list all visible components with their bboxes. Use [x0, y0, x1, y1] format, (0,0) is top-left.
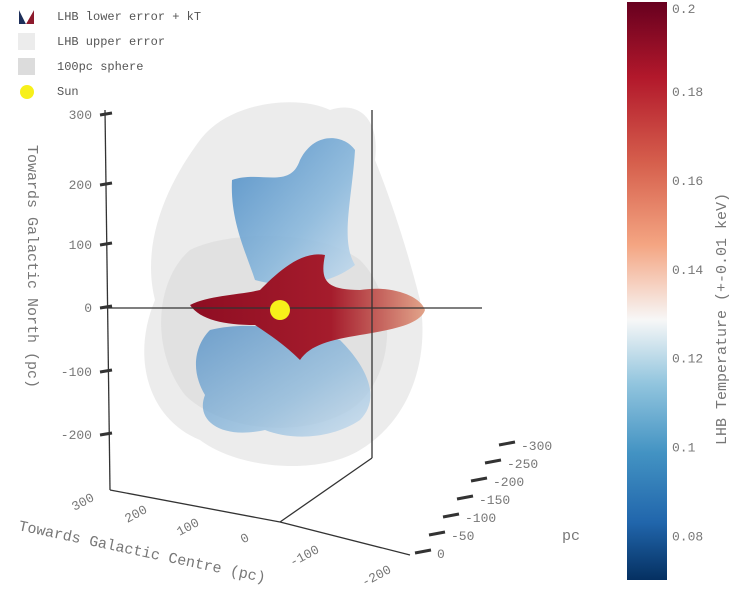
sun-marker-icon	[20, 84, 34, 99]
colorbar-title: LHB Temperature (+-0.01 keV)	[714, 193, 731, 445]
colorbar	[627, 2, 667, 580]
x-tick-label: -100	[287, 542, 322, 570]
legend-item-lhb-lower[interactable]: LHB lower error + kT	[18, 4, 201, 29]
z-axis-title: Towards Galactic North (pc)	[23, 145, 40, 388]
sun-marker[interactable]	[270, 300, 290, 320]
colorbar-tick-label: 0.2	[672, 2, 695, 17]
x-tick-label: 200	[122, 502, 150, 526]
x-tick-label: -200	[359, 562, 394, 590]
lhb-surface-upper-lobe	[231, 138, 355, 285]
y-tick-label: -300	[521, 439, 552, 454]
legend-label: 100pc sphere	[57, 59, 144, 74]
z-tick-label: 100	[69, 238, 92, 253]
x-tick-label: 300	[69, 490, 97, 514]
y-tick-label: -250	[507, 457, 538, 472]
y-tick-mark	[456, 494, 474, 501]
y-tick-mark	[498, 440, 516, 447]
axis-lines	[100, 109, 482, 556]
z-axis: 300 200 100 0 -100 -200	[61, 108, 113, 443]
y-tick-mark	[414, 548, 432, 555]
y-tick-label: -50	[451, 529, 474, 544]
z-tick-mark	[99, 111, 113, 117]
lhb-surface-lower-lobe	[195, 325, 371, 437]
colorbar-tick-label: 0.16	[672, 174, 703, 189]
z-tick-label: 200	[69, 178, 92, 193]
z-tick-mark	[99, 181, 113, 187]
colorbar-tick-label: 0.14	[672, 263, 703, 278]
y-axis: 0 -50 -100 -150 -200 -250 -300	[414, 439, 552, 562]
y-tick-label: -100	[465, 511, 496, 526]
legend-swatch	[18, 58, 35, 75]
y-tick-mark	[428, 530, 446, 537]
legend-item-100pc-sphere[interactable]: 100pc sphere	[18, 54, 201, 79]
z-tick-label: 0	[84, 301, 92, 316]
z-tick-mark	[99, 241, 113, 247]
legend-label: LHB upper error	[57, 34, 166, 49]
z-tick-label: 300	[69, 108, 92, 123]
y-tick-mark	[484, 458, 502, 465]
legend-item-sun[interactable]: Sun	[18, 79, 201, 104]
y-tick-label: 0	[437, 547, 445, 562]
z-tick-mark	[99, 431, 113, 437]
colorbar-tick-label: 0.12	[672, 352, 703, 367]
z-tick-mark	[99, 304, 113, 310]
legend-swatch	[18, 33, 35, 50]
y-tick-mark	[470, 476, 488, 483]
y-tick-label: -150	[479, 493, 510, 508]
lhb-surface-hot-core	[190, 254, 425, 360]
colorbar-ticks: 0.2 0.18 0.16 0.14 0.12 0.1 0.08	[672, 2, 703, 545]
colorbar-tick-label: 0.18	[672, 85, 703, 100]
legend-label: Sun	[57, 84, 79, 99]
x-tick-label: 0	[238, 530, 252, 547]
legend: LHB lower error + kT LHB upper error 100…	[18, 4, 201, 104]
legend-label: LHB lower error + kT	[57, 9, 202, 24]
z-tick-label: -200	[61, 428, 92, 443]
y-tick-mark	[442, 512, 460, 519]
x-axis-title: Towards Galactic Centre (pc)	[17, 518, 267, 587]
colorbar-tick-label: 0.1	[672, 441, 696, 456]
z-tick-label: -100	[61, 365, 92, 380]
y-tick-label: -200	[493, 475, 524, 490]
x-tick-label: 100	[174, 515, 202, 539]
colorbar-tick-label: 0.08	[672, 530, 703, 545]
z-tick-mark	[99, 368, 113, 374]
y-axis-title: pc	[562, 528, 580, 545]
legend-item-lhb-upper[interactable]: LHB upper error	[18, 29, 201, 54]
colorscale-surface-icon	[19, 10, 34, 24]
